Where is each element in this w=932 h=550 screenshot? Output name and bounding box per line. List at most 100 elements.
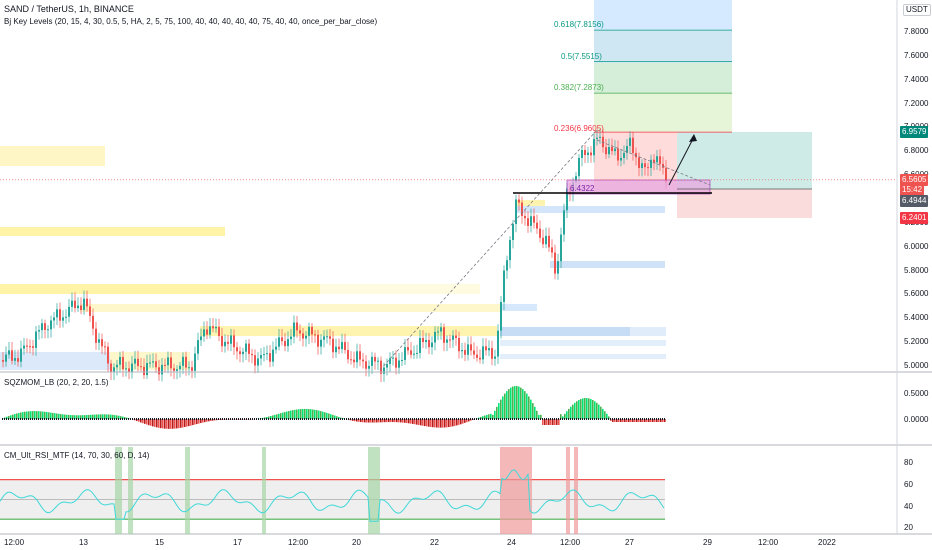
- sqz-dot: [380, 418, 381, 420]
- sqz-bar: [154, 419, 156, 427]
- sqz-dot: [60, 418, 61, 420]
- sqz-bar: [92, 414, 94, 419]
- position-tool[interactable]: [677, 132, 812, 218]
- sqz-bar: [16, 413, 18, 419]
- candle-body: [500, 301, 502, 331]
- candle-body: [215, 326, 217, 329]
- sqz-dot: [328, 418, 329, 420]
- sqz-dot: [610, 418, 611, 420]
- candle-body: [284, 341, 286, 347]
- candle-body: [392, 357, 394, 359]
- sqz-dot: [42, 418, 43, 420]
- sqz-dot: [192, 418, 193, 420]
- sqz-bar: [618, 419, 620, 422]
- sqz-bar: [652, 419, 654, 422]
- sqz-dot: [402, 418, 403, 420]
- time-label: 12:00: [758, 538, 779, 547]
- sqz-bar: [422, 419, 424, 426]
- candle-body: [185, 356, 187, 368]
- candle-body: [62, 317, 64, 321]
- sqz-dot: [62, 418, 63, 420]
- sqz-bar: [362, 419, 364, 423]
- key-level-zone: [0, 352, 110, 370]
- sqz-bar: [274, 414, 276, 419]
- sqz-indicator-legend[interactable]: SQZMOM_LB (20, 2, 20, 1.5): [4, 378, 109, 387]
- sqz-dot: [50, 418, 51, 420]
- sqz-bar: [504, 393, 506, 419]
- candle-body: [257, 358, 259, 366]
- time-label: 22: [430, 538, 439, 547]
- sqz-dot: [86, 418, 87, 420]
- sqz-bar: [308, 409, 310, 419]
- symbol-title[interactable]: SAND / TetherUS, 1h, BINANCE: [4, 4, 134, 14]
- candle-body: [176, 369, 178, 371]
- sqz-dot: [284, 418, 285, 420]
- sqz-bar: [658, 419, 660, 422]
- sqz-dot: [370, 418, 371, 420]
- candle-body: [644, 163, 646, 168]
- sqz-dot: [172, 418, 173, 420]
- sqz-bar: [42, 411, 44, 419]
- sqz-bar: [438, 419, 440, 428]
- candle-body: [191, 367, 193, 371]
- candle-body: [65, 316, 67, 318]
- candle-body: [374, 356, 376, 362]
- currency-button[interactable]: USDT: [903, 4, 931, 16]
- price-tick-label: 7.2000: [904, 98, 929, 108]
- price-badge-target: 6.9579: [900, 126, 929, 138]
- sqz-dot: [590, 418, 591, 420]
- sqz-dot: [544, 418, 545, 420]
- sqz-dot: [194, 418, 195, 420]
- sqz-dot: [432, 418, 433, 420]
- sqz-dot: [196, 418, 197, 420]
- sqz-bar: [326, 412, 328, 419]
- candle-body: [593, 138, 595, 156]
- sqz-bar: [562, 416, 564, 419]
- sqz-dot: [218, 418, 219, 420]
- sqz-bar: [186, 419, 188, 427]
- sqz-dot: [314, 418, 315, 420]
- sqz-bar: [354, 419, 356, 422]
- sqz-dot: [442, 418, 443, 420]
- sqz-dot: [120, 418, 121, 420]
- sqz-bar: [440, 419, 442, 428]
- sqz-bar: [312, 409, 314, 419]
- sqz-dot: [626, 418, 627, 420]
- sqz-bar: [322, 411, 324, 419]
- sqz-dot: [364, 418, 365, 420]
- sqz-bar: [46, 412, 48, 419]
- key-level-zone: [515, 206, 665, 213]
- panel-separators: [0, 0, 932, 535]
- sqz-dot: [58, 418, 59, 420]
- sqz-dot: [578, 418, 579, 420]
- sqz-dot: [480, 418, 481, 420]
- sqz-dot: [226, 418, 227, 420]
- indicator-legend-keylevels[interactable]: Bj Key Levels (20, 15, 4, 30, 0.5, 5, HA…: [4, 17, 378, 26]
- sqz-bar: [484, 415, 486, 419]
- sqz-bar: [602, 408, 604, 419]
- sqz-dot: [214, 418, 215, 420]
- rsi-indicator-legend[interactable]: CM_Ult_RSI_MTF (14, 70, 30, 60, D, 14): [4, 451, 150, 460]
- sqz-dot: [130, 418, 131, 420]
- sqz-dot: [660, 418, 661, 420]
- rsi-oversold-highlight: [115, 447, 122, 534]
- candle-body: [218, 326, 220, 336]
- sqz-bar: [396, 419, 398, 423]
- sqz-dot: [472, 418, 473, 420]
- sqz-bar: [316, 410, 318, 419]
- drawings[interactable]: [379, 129, 812, 371]
- sqz-dot: [222, 418, 223, 420]
- sqz-bar: [94, 414, 96, 419]
- sqz-bar: [582, 398, 584, 419]
- sqz-dot: [320, 418, 321, 420]
- sqz-dot: [486, 418, 487, 420]
- sqz-dot: [386, 418, 387, 420]
- sqz-dot: [338, 418, 339, 420]
- sqz-bar: [148, 419, 150, 426]
- sqz-bar: [188, 419, 190, 427]
- sqz-dot: [474, 418, 475, 420]
- sqz-bar: [8, 415, 10, 419]
- sqz-dot: [340, 418, 341, 420]
- sqz-dot: [178, 418, 179, 420]
